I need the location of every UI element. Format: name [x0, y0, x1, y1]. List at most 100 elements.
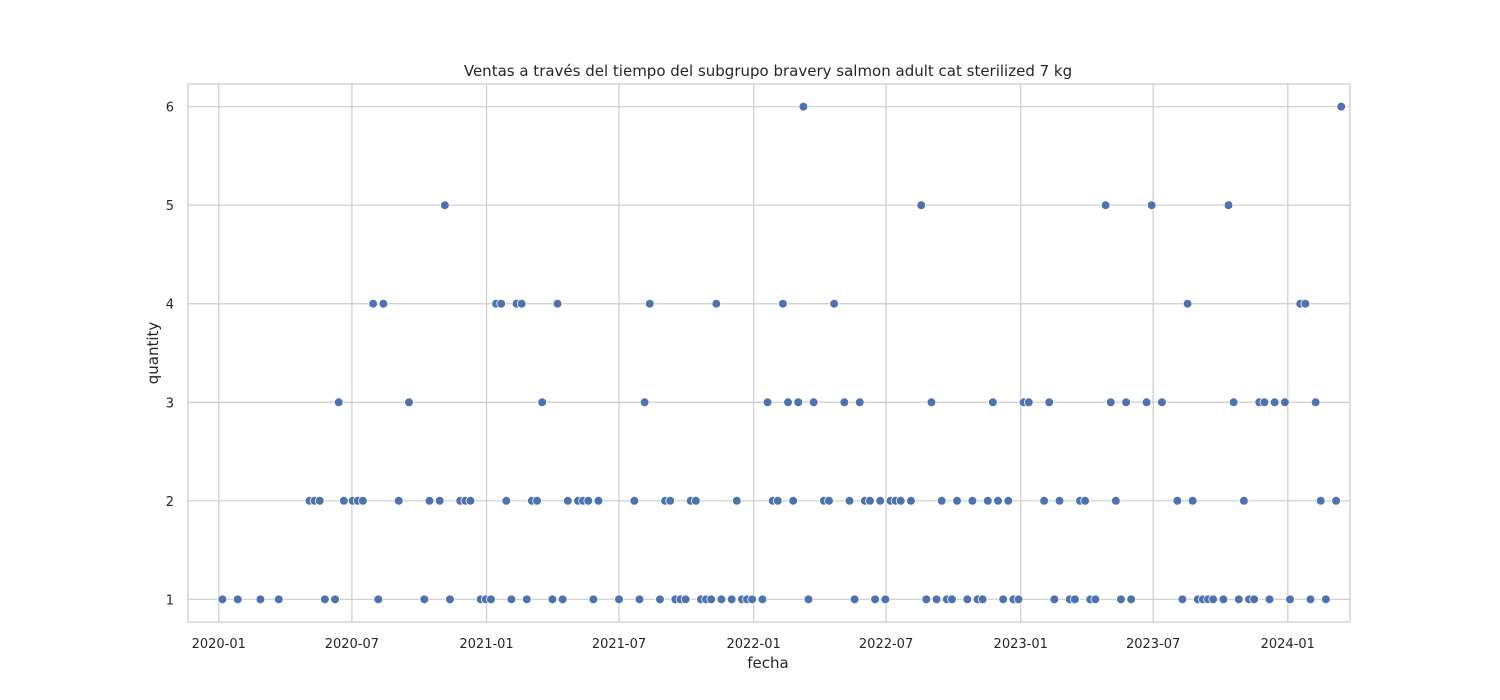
data-point — [982, 496, 993, 506]
data-point — [368, 298, 378, 309]
data-point — [993, 496, 1003, 506]
data-point — [952, 496, 962, 506]
data-point — [583, 496, 594, 506]
data-point — [320, 594, 330, 605]
data-point — [1259, 397, 1270, 408]
data-point — [1285, 594, 1295, 605]
y-axis-label: quantity — [144, 322, 162, 385]
data-point — [1336, 101, 1347, 112]
data-point — [486, 594, 496, 605]
data-point — [865, 496, 875, 506]
x-tick-label: 2021-07 — [592, 637, 646, 652]
data-points — [217, 101, 1347, 605]
plot-area-frame — [187, 83, 1351, 623]
data-point — [273, 594, 284, 605]
data-point — [532, 496, 542, 506]
data-point — [665, 496, 676, 506]
data-point — [1090, 594, 1101, 605]
data-point — [1054, 496, 1065, 506]
data-point — [1233, 594, 1244, 605]
data-point — [537, 397, 547, 408]
data-point — [562, 496, 573, 506]
x-tick-label: 2023-01 — [994, 637, 1048, 652]
data-point — [614, 594, 624, 605]
x-tick-label: 2020-07 — [325, 637, 379, 652]
data-point — [732, 496, 742, 506]
data-point — [829, 298, 839, 309]
data-point — [496, 298, 506, 309]
x-axis-tick-labels: 2020-01 2020-07 2021-01 2021-07 2022-01 2022-… — [192, 637, 1315, 652]
data-point — [783, 397, 793, 408]
data-point — [506, 594, 517, 605]
data-point — [1315, 496, 1326, 506]
data-point — [1121, 397, 1131, 408]
data-point — [1310, 397, 1321, 408]
data-point — [947, 594, 957, 605]
data-point — [998, 594, 1008, 605]
x-axis-label: fecha — [747, 654, 788, 672]
data-point — [1013, 594, 1024, 605]
data-point — [639, 397, 650, 408]
data-point — [217, 594, 228, 605]
data-point — [1126, 594, 1137, 605]
data-point — [419, 594, 430, 605]
data-point — [1269, 397, 1280, 408]
data-point — [803, 594, 814, 605]
data-point — [232, 594, 243, 605]
data-point — [844, 496, 855, 506]
data-point — [330, 594, 340, 605]
data-point — [839, 397, 850, 408]
data-point — [1105, 397, 1116, 408]
data-point — [1228, 397, 1239, 408]
data-point — [778, 298, 788, 309]
data-point — [711, 298, 722, 309]
y-tick-label: 5 — [166, 199, 174, 214]
data-point — [1182, 298, 1193, 309]
data-point — [680, 594, 691, 605]
data-point — [824, 496, 834, 506]
data-point — [644, 298, 655, 309]
data-point — [629, 496, 640, 506]
data-point — [921, 594, 932, 605]
data-point — [1141, 397, 1152, 408]
y-axis-tick-labels: 1 2 3 4 5 6 — [166, 101, 174, 609]
data-point — [1003, 496, 1014, 506]
data-point — [1177, 594, 1188, 605]
x-tick-label: 2020-01 — [192, 637, 246, 652]
y-tick-label: 6 — [166, 101, 174, 116]
x-tick-label: 2021-01 — [459, 637, 513, 652]
data-point — [588, 594, 599, 605]
data-point — [977, 594, 988, 605]
data-point — [757, 594, 768, 605]
data-point — [445, 594, 455, 605]
y-tick-label: 1 — [166, 593, 174, 608]
data-point — [393, 496, 404, 506]
data-point — [1100, 200, 1111, 210]
x-tick-label: 2022-01 — [726, 637, 780, 652]
y-tick-label: 4 — [166, 298, 174, 313]
data-point — [552, 298, 563, 309]
data-point — [516, 298, 527, 309]
data-point — [798, 101, 809, 112]
data-point — [1044, 397, 1055, 408]
data-point — [404, 397, 414, 408]
data-point — [1331, 496, 1341, 506]
y-tick-label: 2 — [166, 495, 174, 510]
data-point — [434, 496, 445, 506]
data-point — [936, 496, 947, 506]
data-point — [465, 496, 476, 506]
data-point — [1070, 594, 1080, 605]
data-point — [1280, 397, 1290, 408]
data-point — [726, 594, 737, 605]
data-point — [521, 594, 532, 605]
data-point — [1305, 594, 1316, 605]
data-point — [747, 594, 757, 605]
data-point — [1300, 298, 1311, 309]
data-point — [1249, 594, 1259, 605]
chart-title: Ventas a través del tiempo del subgrupo … — [464, 62, 1072, 80]
data-point — [1023, 397, 1034, 408]
data-point — [501, 496, 512, 506]
data-point — [440, 200, 450, 210]
data-point — [358, 496, 368, 506]
data-point — [1157, 397, 1167, 408]
